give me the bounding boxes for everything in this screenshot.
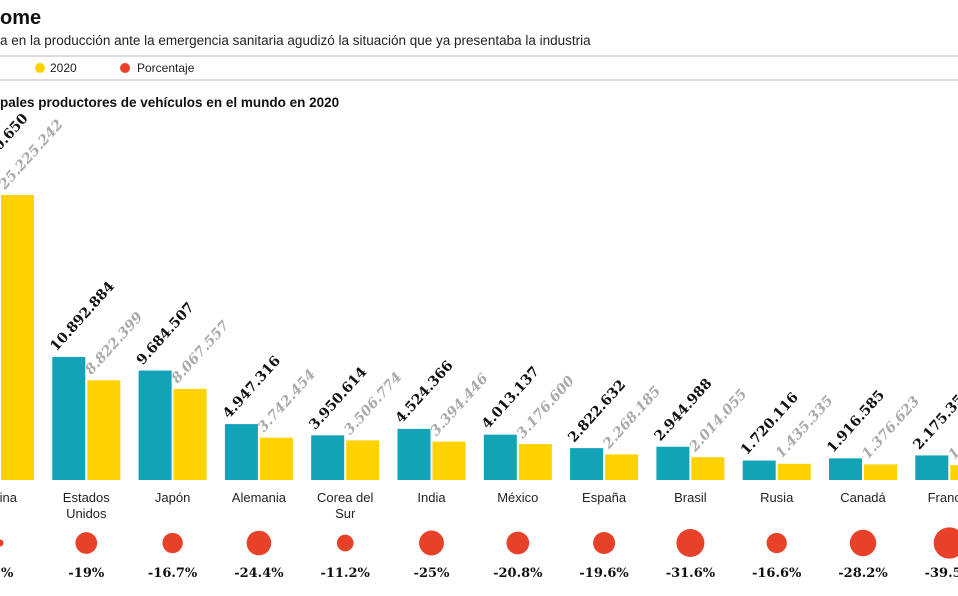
x-tick-label: Canadá bbox=[840, 490, 886, 505]
percent-label: -39.5% bbox=[925, 566, 958, 581]
x-tick-label: Japón bbox=[154, 490, 191, 505]
bar bbox=[311, 435, 345, 480]
percent-dot bbox=[419, 530, 444, 556]
bar bbox=[518, 444, 552, 480]
bar bbox=[829, 458, 862, 480]
bar bbox=[346, 440, 380, 480]
percent-dot bbox=[933, 527, 958, 559]
percent-label: -20.8% bbox=[493, 566, 543, 581]
x-tick-label: India bbox=[417, 490, 446, 505]
bar bbox=[656, 446, 690, 480]
percent-label: -24.4% bbox=[234, 566, 284, 581]
x-tick-label: Francia bbox=[927, 490, 958, 505]
percent-label: -16.6% bbox=[752, 566, 802, 581]
bar bbox=[173, 388, 207, 480]
percent-dot bbox=[0, 539, 4, 547]
percent-dot bbox=[506, 531, 530, 555]
bar bbox=[52, 356, 86, 480]
x-tick-label: Corea del Sur bbox=[317, 490, 374, 521]
percent-dot bbox=[849, 529, 877, 557]
value-label: 8.822.399 bbox=[82, 309, 146, 378]
percent-label: -25% bbox=[414, 566, 450, 581]
percent-dot bbox=[246, 530, 272, 556]
chart-title: pales productores de vehículos en el mun… bbox=[0, 95, 339, 110]
percent-label: -31.6% bbox=[666, 566, 716, 581]
percent-dot bbox=[676, 529, 705, 557]
x-tick-label: Estados Unidos bbox=[62, 490, 110, 521]
x-tick-label: China bbox=[0, 490, 17, 505]
percent-label: -11.2% bbox=[320, 566, 370, 581]
x-tick-label: Brasil bbox=[674, 490, 707, 505]
percent-label: -2% bbox=[0, 566, 14, 581]
legend-label: Porcentaje bbox=[137, 61, 195, 75]
title: ome bbox=[0, 7, 41, 29]
x-tick-label: España bbox=[582, 490, 627, 505]
legend-label: 2020 bbox=[50, 61, 77, 75]
percent-dot bbox=[75, 532, 98, 554]
bar bbox=[915, 455, 949, 480]
legend-swatch bbox=[120, 63, 130, 73]
bar bbox=[87, 380, 121, 480]
x-tick-label: Rusia bbox=[760, 490, 794, 505]
percent-label: -19% bbox=[68, 566, 104, 581]
percent-dot bbox=[336, 534, 354, 552]
percent-dot bbox=[162, 532, 183, 554]
percent-label: -19.6% bbox=[579, 566, 629, 581]
x-tick-label: México bbox=[497, 490, 539, 505]
bar bbox=[138, 370, 172, 480]
bar bbox=[742, 460, 776, 480]
bar bbox=[1, 194, 34, 480]
bar bbox=[570, 448, 604, 480]
percent-dot bbox=[766, 532, 787, 554]
bar bbox=[864, 464, 897, 480]
bar bbox=[397, 428, 431, 480]
bar bbox=[777, 463, 811, 480]
bar bbox=[483, 434, 517, 480]
bar bbox=[259, 437, 293, 480]
percent-label: -16.7% bbox=[148, 566, 198, 581]
subtitle: a en la producción ante la emergencia sa… bbox=[0, 33, 591, 48]
bar bbox=[432, 441, 466, 480]
x-tick-label: Alemania bbox=[231, 490, 286, 505]
legend-swatch bbox=[35, 63, 45, 73]
bar bbox=[605, 454, 639, 480]
percent-dot bbox=[593, 531, 616, 555]
value-label: 2.175.350 bbox=[910, 384, 958, 453]
bar bbox=[691, 457, 725, 480]
bar bbox=[950, 465, 958, 480]
bar bbox=[224, 424, 258, 480]
percent-label: -28.2% bbox=[838, 566, 888, 581]
